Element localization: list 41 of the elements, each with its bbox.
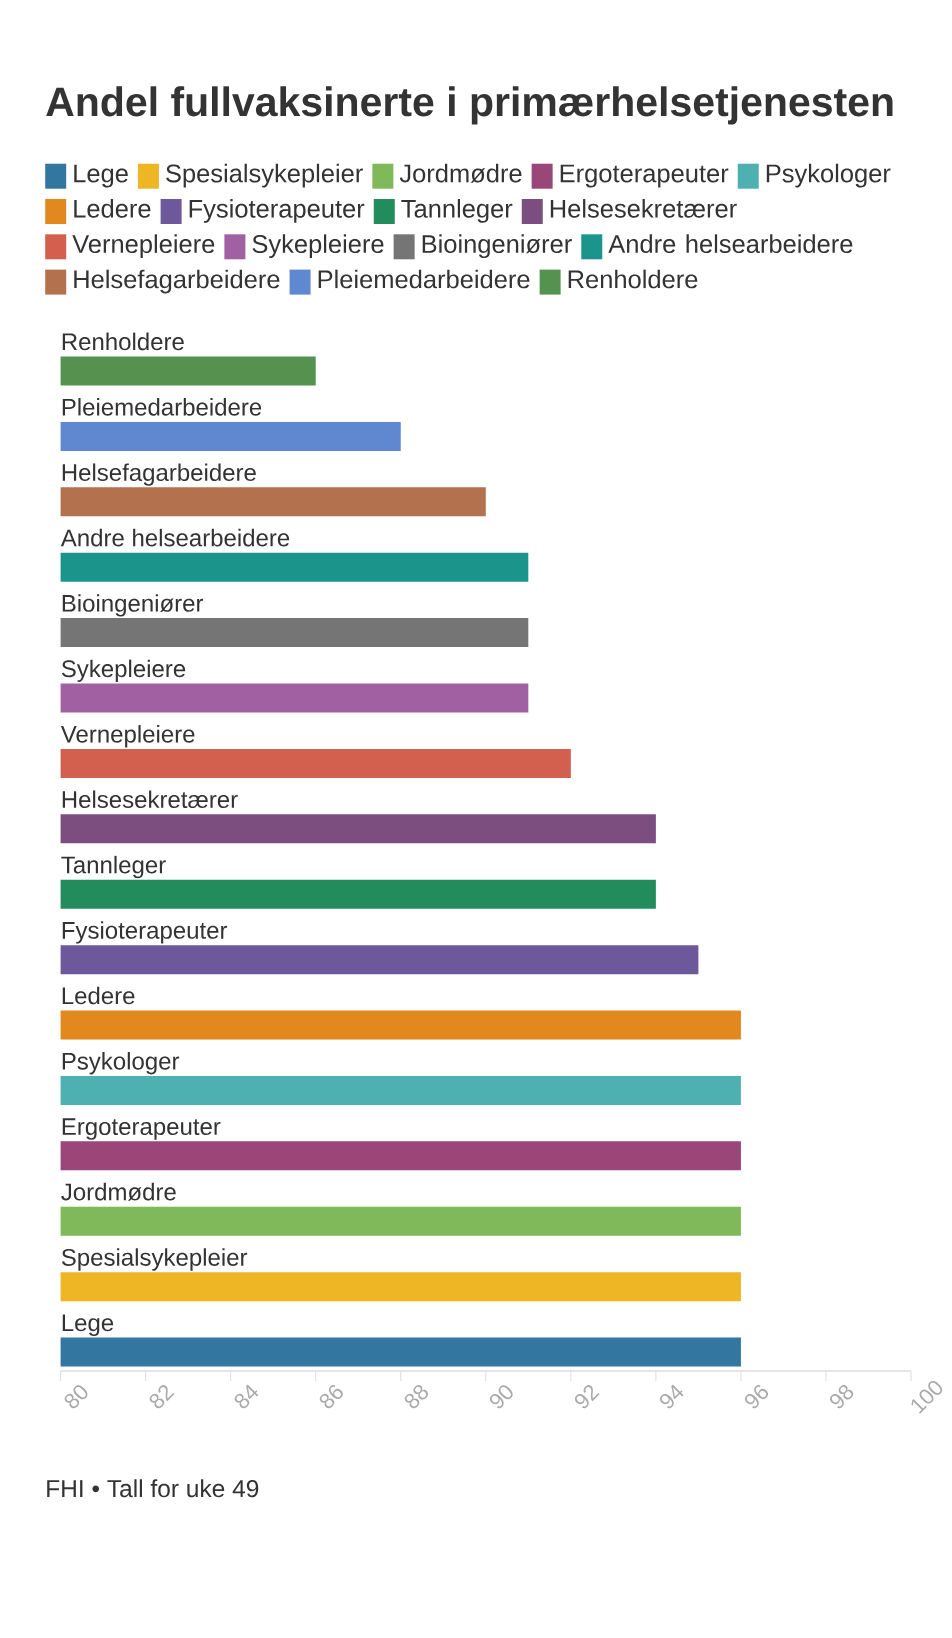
y-tick-label: Fysioterapeuter xyxy=(62,921,228,944)
x-tick-label: 86 xyxy=(319,1384,343,1409)
y-tick-label: Pleiemedarbeidere xyxy=(62,398,262,416)
legend-label: Bioingeniører xyxy=(422,234,572,259)
legend-label: Helsesekretærer xyxy=(550,199,737,218)
y-tick-label: Renholdere xyxy=(62,332,184,351)
legend-label: Tannleger xyxy=(401,199,513,223)
x-tick-label: 100 xyxy=(911,1380,943,1414)
y-tick-label: Jordmødre xyxy=(61,1182,176,1201)
x-tick-label: 94 xyxy=(659,1384,684,1409)
y-tick-label: Ergoterapeuter xyxy=(62,1118,221,1140)
text: FHI • Tall for uke 49 xyxy=(47,1479,259,1498)
x-tick-label: 82 xyxy=(149,1385,175,1409)
x-tick-label: 92 xyxy=(574,1385,600,1409)
x-tick-label: 84 xyxy=(234,1384,259,1409)
y-tick-label: Helsesekretærer xyxy=(62,790,238,809)
y-tick-label: Andre helsearbeidere xyxy=(60,528,290,547)
legend-label: Ergoterapeuter xyxy=(560,164,729,188)
x-tick-label: 80 xyxy=(64,1385,88,1409)
legend-label: Pleiemedarbeidere xyxy=(318,269,530,289)
y-tick-label: Spesialsykepleier xyxy=(61,1248,248,1271)
legend-label: Jordmødre xyxy=(399,163,522,183)
y-tick-label: Lege xyxy=(62,1314,114,1337)
y-tick-label: Psykologer xyxy=(62,1052,180,1075)
x-tick-label: 96 xyxy=(744,1384,769,1409)
y-tick-label: Bioingeniører xyxy=(62,594,204,617)
legend-label: Fysioterapeuter xyxy=(189,199,365,223)
chart-title: Andel fullvaksinerte i primærhelsetjenesten xyxy=(46,86,893,125)
legend-label: Psykologer xyxy=(766,163,891,188)
legend-label: Spesialsykepleier xyxy=(166,163,363,188)
legend-label: Sykepleiere xyxy=(252,234,384,259)
y-tick-label: Vernepleiere xyxy=(60,725,195,748)
y-tick-label: Tannleger xyxy=(61,855,166,879)
legend-label: Renholdere xyxy=(568,269,698,289)
x-tick-label: 98 xyxy=(830,1385,854,1409)
y-tick-label: Ledere xyxy=(62,986,135,1005)
x-tick-label: 88 xyxy=(404,1385,429,1409)
y-tick-label: Sykepleiere xyxy=(61,659,186,683)
y-tick-label: Helsefagarbeidere xyxy=(62,463,256,486)
x-tick-label: 90 xyxy=(489,1385,513,1409)
legend-label: Andre helsearbeidere xyxy=(608,234,853,254)
